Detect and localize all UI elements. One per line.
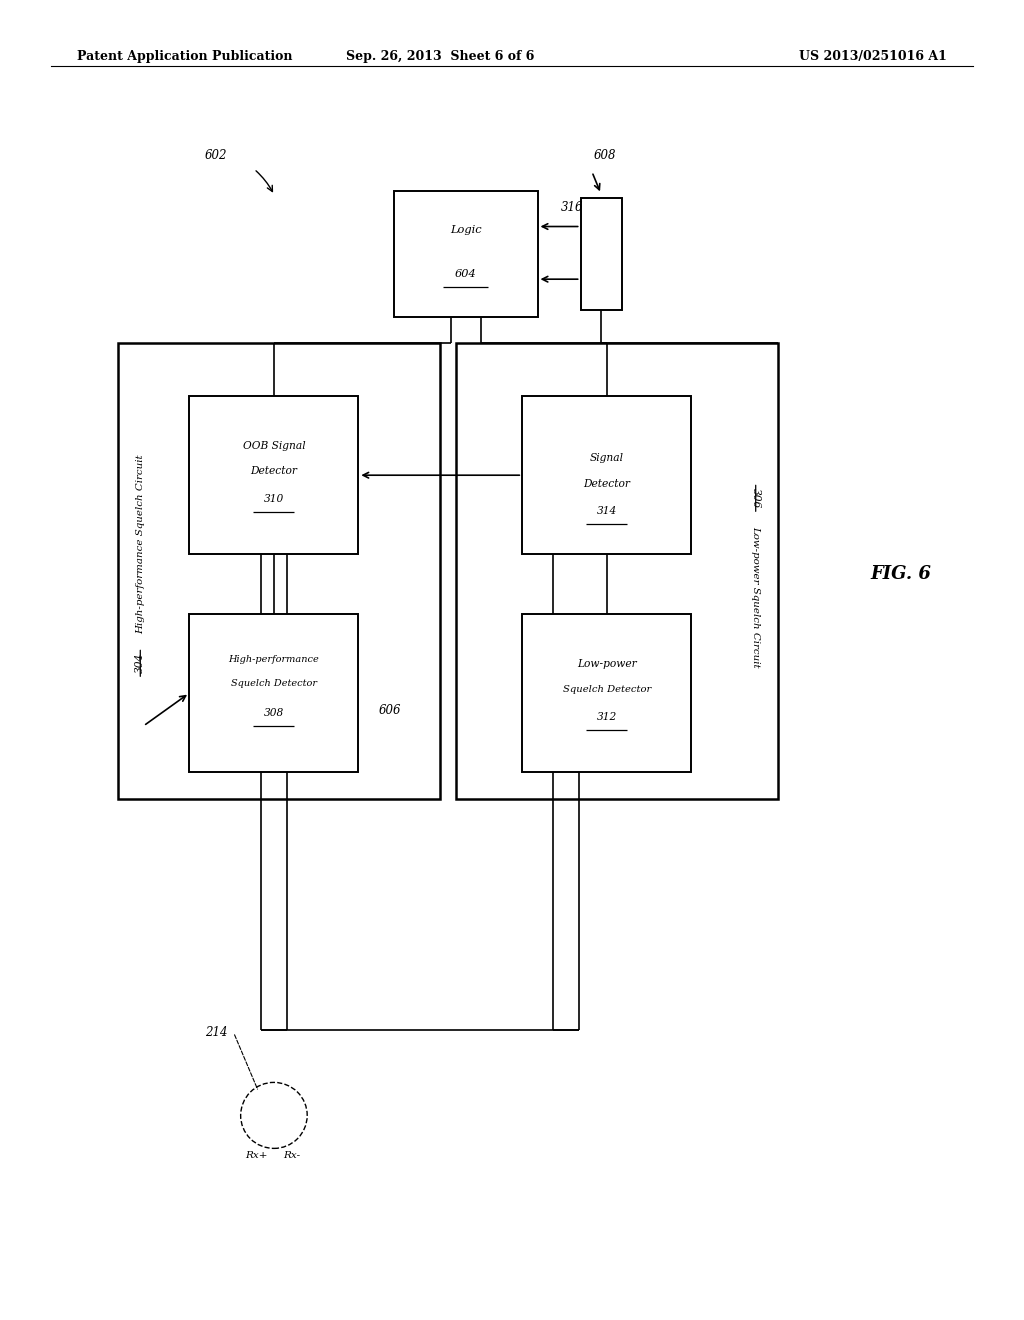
Text: High-performance Squelch Circuit: High-performance Squelch Circuit	[136, 454, 144, 635]
Text: 604: 604	[455, 269, 477, 279]
Text: 606: 606	[379, 704, 401, 717]
Text: Squelch Detector: Squelch Detector	[231, 680, 316, 688]
Bar	[456, 343, 778, 799]
Text: Detector: Detector	[251, 466, 297, 477]
Text: Sep. 26, 2013  Sheet 6 of 6: Sep. 26, 2013 Sheet 6 of 6	[346, 50, 535, 63]
Text: FIG. 6: FIG. 6	[870, 565, 932, 583]
Text: Logic: Logic	[451, 226, 481, 235]
Bar	[394, 191, 538, 317]
Text: Low-power Squelch Circuit: Low-power Squelch Circuit	[752, 527, 760, 668]
Bar	[118, 343, 440, 799]
Text: 312: 312	[597, 711, 616, 722]
Text: Rx-: Rx-	[284, 1151, 300, 1159]
Text: OOB Signal: OOB Signal	[243, 441, 305, 451]
Text: Squelch Detector: Squelch Detector	[562, 685, 651, 693]
Text: 608: 608	[594, 149, 616, 162]
Text: Rx+: Rx+	[245, 1151, 267, 1159]
Text: 310: 310	[264, 494, 284, 504]
Text: High-performance: High-performance	[228, 656, 319, 664]
Text: 602: 602	[205, 149, 227, 162]
Text: Signal: Signal	[590, 453, 624, 463]
Text: 304: 304	[135, 653, 145, 673]
Text: 214: 214	[205, 1026, 227, 1039]
Text: 314: 314	[597, 506, 616, 516]
Text: Low-power: Low-power	[577, 659, 637, 669]
Bar	[581, 198, 622, 310]
Text: 316: 316	[561, 201, 584, 214]
Bar	[522, 396, 691, 554]
Bar	[189, 614, 358, 772]
Bar	[522, 614, 691, 772]
Text: Patent Application Publication: Patent Application Publication	[77, 50, 292, 63]
Text: Detector: Detector	[584, 479, 630, 490]
Text: 308: 308	[264, 708, 284, 718]
Text: 306: 306	[751, 488, 761, 508]
Bar	[189, 396, 358, 554]
Text: US 2013/0251016 A1: US 2013/0251016 A1	[800, 50, 947, 63]
